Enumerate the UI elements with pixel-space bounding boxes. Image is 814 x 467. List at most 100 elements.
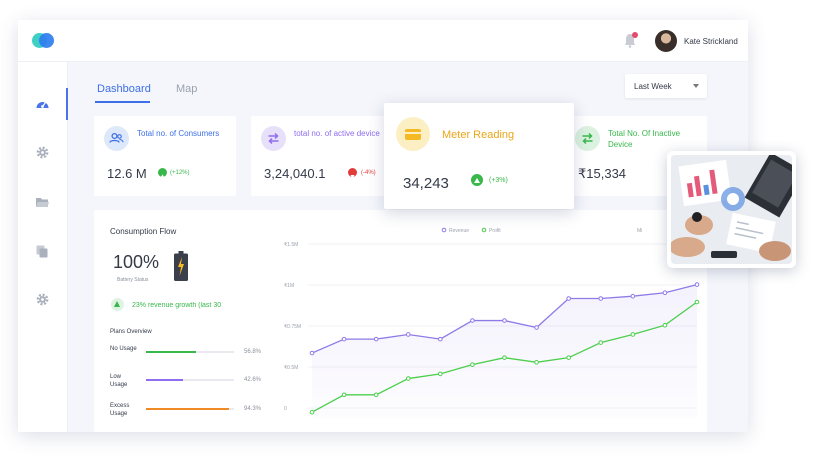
- period-select-value: Last Week: [634, 82, 672, 91]
- trend-up-icon: [158, 168, 167, 178]
- revenue-area: [312, 284, 697, 418]
- app-logo[interactable]: [32, 33, 54, 49]
- user-name[interactable]: Kate Strickland: [684, 37, 738, 46]
- plan-label: Excess Usage: [110, 403, 130, 417]
- data-point-revenue: [694, 282, 700, 287]
- active-device-change: (-4%): [361, 170, 376, 176]
- plan-progress-track: [146, 408, 234, 410]
- team-meeting-photo: [667, 151, 796, 268]
- data-point-profit: [341, 392, 347, 398]
- trend-down-icon: [348, 168, 357, 179]
- data-point-revenue: [502, 318, 507, 323]
- plan-progress-track: [146, 351, 234, 353]
- plan-progress-fill: [146, 408, 229, 410]
- period-select[interactable]: Last Week: [625, 74, 707, 98]
- trend-up-icon: [471, 174, 483, 186]
- growth-up-icon: [111, 298, 124, 311]
- data-point-profit: [502, 355, 507, 360]
- active-device-card[interactable]: total no. of active device 3,24,040.1 (-…: [251, 116, 393, 196]
- swap-arrows-icon: [261, 126, 286, 151]
- data-point-revenue: [405, 332, 411, 337]
- data-point-revenue: [373, 336, 379, 342]
- meeting-illustration: [671, 155, 792, 264]
- meter-reading-value: 34,243: [403, 175, 449, 192]
- meter-reading-card[interactable]: Meter Reading 34,243 (+3%): [384, 103, 574, 209]
- data-point-revenue: [630, 293, 636, 299]
- data-point-profit: [566, 355, 571, 360]
- data-point-revenue: [309, 350, 315, 356]
- data-point-profit: [662, 322, 668, 328]
- data-point-revenue: [598, 296, 604, 301]
- tab-dashboard[interactable]: Dashboard: [97, 83, 151, 95]
- data-point-profit: [630, 332, 636, 337]
- data-point-revenue: [341, 336, 347, 342]
- plan-percent: 94.3%: [244, 406, 262, 412]
- sidebar: [18, 62, 68, 432]
- plan-row-no-usage: No Usage 56.8%: [110, 345, 270, 365]
- data-point-revenue: [438, 336, 443, 342]
- preferences-gear-icon[interactable]: [35, 292, 50, 307]
- y-tick-label: 0: [284, 406, 287, 412]
- top-bar: Kate Strickland: [18, 20, 748, 62]
- consumers-change: (+12%): [170, 170, 190, 176]
- copy-documents-icon[interactable]: [35, 244, 50, 259]
- consumers-card[interactable]: Total no. of Consumers 12.6 M (+12%): [94, 116, 236, 196]
- tab-map[interactable]: Map: [176, 83, 198, 95]
- data-point-profit: [470, 362, 475, 367]
- chart-corner-label: Mi: [637, 228, 642, 234]
- meter-card-icon: [396, 117, 430, 151]
- consumption-line-chart: ₹1.5M ₹1M ₹0.75M ₹0.5M 0 Revenue Profit Mi: [284, 227, 700, 418]
- folder-icon[interactable]: [35, 195, 50, 210]
- y-tick-label: ₹1.5M: [284, 242, 298, 248]
- plan-label: Low Usage: [110, 374, 128, 388]
- data-point-revenue: [566, 296, 571, 301]
- meter-reading-change: (+3%): [489, 177, 508, 184]
- data-point-profit: [309, 409, 315, 415]
- settings-gear-icon[interactable]: [35, 145, 50, 160]
- plan-label: No Usage: [110, 346, 137, 352]
- active-tab-underline: [95, 101, 150, 103]
- inactive-device-value: ₹15,334: [578, 166, 627, 181]
- plan-row-excess-usage: Excess Usage 94.3%: [110, 402, 270, 422]
- users-icon: [104, 126, 129, 151]
- plan-progress-fill: [146, 351, 196, 353]
- data-point-profit: [694, 299, 700, 305]
- revenue-growth-text: 23% revenue growth (last 30: [132, 302, 222, 309]
- battery-icon: [174, 251, 188, 281]
- battery-percent: 100%: [113, 252, 160, 272]
- plan-progress-track: [146, 379, 234, 381]
- notification-dot: [632, 32, 638, 38]
- consumers-value: 12.6 M: [107, 166, 147, 181]
- data-point-profit: [373, 392, 379, 398]
- plan-percent: 56.8%: [244, 349, 262, 355]
- user-avatar[interactable]: [655, 30, 677, 52]
- legend-label: Profit: [489, 228, 501, 234]
- plans-overview-title: Plans Overview: [110, 329, 152, 335]
- data-point-revenue: [534, 325, 539, 330]
- legend-label: Revenue: [449, 228, 469, 234]
- notification-bell-icon[interactable]: [624, 32, 638, 48]
- inactive-device-card[interactable]: Total No. Of Inactive Device ₹15,334: [565, 116, 707, 196]
- active-device-label: total no. of active device: [294, 129, 380, 138]
- consumption-flow-title: Consumption Flow: [110, 227, 177, 236]
- y-tick-label: ₹0.5M: [284, 365, 298, 371]
- data-point-revenue: [470, 318, 475, 323]
- legend-marker: [481, 227, 487, 233]
- consumption-flow-panel: Consumption Flow 100% Battery Status 23%…: [94, 210, 707, 432]
- y-tick-label: ₹1M: [284, 283, 294, 289]
- chevron-down-icon: [693, 84, 699, 88]
- meter-reading-label: Meter Reading: [442, 129, 515, 141]
- consumers-label: Total no. of Consumers: [137, 129, 220, 138]
- data-point-profit: [534, 360, 539, 365]
- plan-row-low-usage: Low Usage 42.6%: [110, 373, 270, 393]
- data-point-profit: [405, 376, 411, 381]
- sidebar-active-indicator: [66, 88, 68, 120]
- data-point-profit: [598, 340, 604, 345]
- data-point-revenue: [662, 290, 668, 296]
- dashboard-gauge-icon[interactable]: [35, 97, 50, 112]
- legend-marker: [441, 227, 447, 233]
- app-window: Kate Strickland Dashboard Map: [18, 20, 748, 432]
- inactive-device-label: Total No. Of Inactive Device: [608, 129, 681, 149]
- active-device-value: 3,24,040.1: [264, 166, 326, 181]
